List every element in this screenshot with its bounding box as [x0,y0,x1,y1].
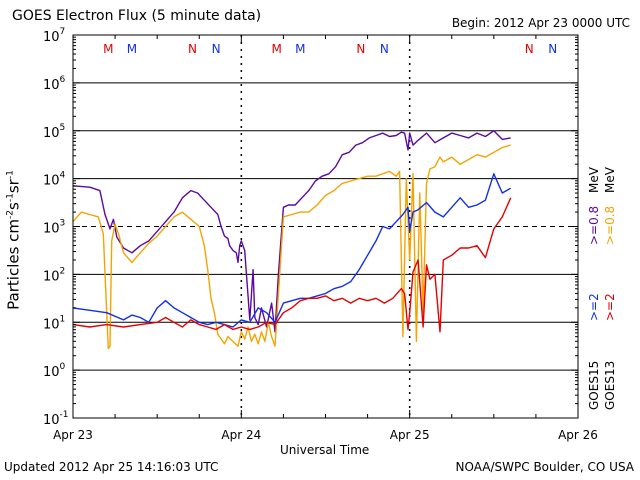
y-tick-label: 10-1 [43,410,69,428]
x-tick-label: Apr 23 [53,428,93,442]
eclipse-marker: N [356,42,365,56]
y-tick-exponent: 2 [60,266,66,276]
begin-time-label: Begin: 2012 Apr 23 0000 UTC [451,16,630,30]
legend-goes13-high-value: >=0.8 [603,205,617,245]
eclipse-marker: N [548,42,557,56]
legend-goes13-high: >=0.8 [603,205,617,245]
x-tick-label: Apr 25 [390,428,430,442]
y-tick-label: 101 [43,314,65,332]
eclipse-marker: M [295,42,305,56]
y-tick-exponent: 4 [60,171,66,181]
y-tick-label: 104 [43,171,66,189]
x-tick-label: Apr 26 [558,428,598,442]
legend-unit-goes13: MeV [603,167,617,193]
grid-layer [73,35,578,418]
legend-goes13-low-value: >=2 [603,293,617,321]
series-line-2 [72,144,511,350]
eclipse-marker: M [272,42,282,56]
y-tick-label: 103 [43,219,65,237]
y-tick-label: 102 [43,266,65,284]
y-tick-label: 107 [43,27,65,45]
y-tick-label: 106 [43,75,66,93]
y-axis-label: Particles cm-2s-1sr-1 [4,170,23,310]
y-tick-label: 100 [43,362,66,380]
eclipse-marker: N [212,42,221,56]
legend-goes15-label: GOES15 [587,360,601,410]
eclipse-marker: N [188,42,197,56]
legend-goes13-label: GOES13 [603,360,617,410]
y-tick-exponent: 7 [60,27,66,37]
legend-goes15-low-value: >=2 [587,293,601,321]
plot-frame [72,34,579,419]
series-line-1 [72,130,511,333]
eclipse-marker: M [127,42,137,56]
updated-timestamp: Updated 2012 Apr 25 14:16:03 UTC [4,460,219,474]
y-tick-exponent: 1 [60,314,66,324]
eclipse-marker: N [380,42,389,56]
legend-goes15-high-value: >=0.8 [587,205,601,245]
series-line-4 [72,197,512,333]
source-credit: NOAA/SWPC Boulder, CO USA [455,460,634,474]
series-layer [72,130,512,350]
legend-goes13-low: >=2 [603,293,617,321]
legend-goes15-low: >=2 [587,293,601,321]
y-tick-exponent: 3 [60,219,66,229]
legend-unit-goes15: MeV [587,167,601,193]
x-tick-label: Apr 24 [221,428,261,442]
chart-title: GOES Electron Flux (5 minute data) [12,8,262,24]
legend-goes15-high: >=0.8 [587,205,601,245]
eclipse-marker: N [525,42,534,56]
y-tick-exponent: 0 [60,362,66,372]
y-tick-label: 105 [43,123,65,141]
y-tick-exponent: 5 [60,123,66,133]
y-tick-exponent: -1 [60,410,69,420]
eclipse-marker: M [103,42,113,56]
series-line-3 [72,173,512,328]
y-tick-exponent: 6 [60,75,66,85]
x-axis-label: Universal Time [280,443,370,457]
